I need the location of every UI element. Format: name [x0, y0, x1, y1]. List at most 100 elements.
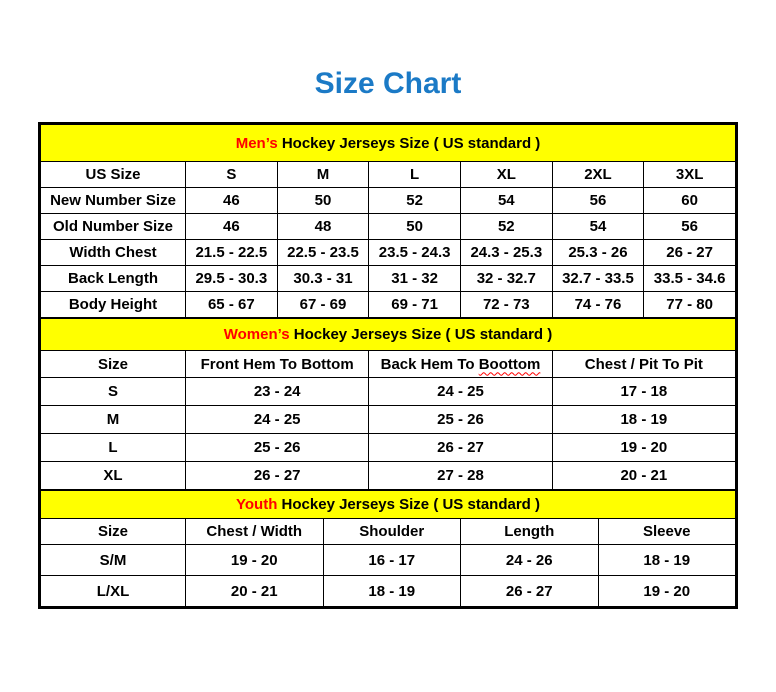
row-label: Back Length	[40, 265, 186, 292]
table-row: M 24 - 25 25 - 26 18 - 19	[40, 405, 737, 434]
value-cell: 31 - 32	[368, 265, 461, 292]
row-label: S/M	[40, 544, 186, 576]
value-cell: 50	[276, 187, 370, 214]
value-cell: 52	[459, 213, 553, 240]
value-cell: 19 - 20	[185, 544, 324, 576]
value-cell: 77 - 80	[643, 291, 736, 318]
value-cell: 72 - 73	[459, 291, 553, 318]
column-header: US Size	[40, 161, 186, 188]
row-label: S	[40, 377, 186, 406]
value-cell: 25 - 26	[184, 433, 370, 462]
value-cell: 18 - 19	[551, 405, 737, 434]
value-cell: 32 - 32.7	[459, 265, 553, 292]
value-cell: 25 - 26	[368, 405, 553, 434]
youth-section-title-rest: Hockey Jerseys Size ( US standard )	[277, 496, 540, 513]
column-header: Sleeve	[597, 518, 736, 545]
page-title: Size Chart	[314, 67, 462, 100]
value-cell: 52	[368, 187, 461, 214]
womens-section-highlight: Women’s	[223, 326, 290, 343]
column-header: Length	[460, 518, 599, 545]
column-header: Back Hem To Boottom	[368, 350, 553, 378]
value-cell: 60	[643, 187, 736, 214]
value-cell: 20 - 21	[551, 461, 737, 490]
size-chart-table: Men’s Hockey Jerseys Size ( US standard …	[38, 122, 738, 609]
value-cell: 29.5 - 30.3	[185, 265, 278, 292]
value-cell: 74 - 76	[551, 291, 645, 318]
value-cell: 24 - 25	[368, 377, 553, 406]
mens-section-header: Men’s Hockey Jerseys Size ( US standard …	[40, 124, 736, 162]
value-cell: 25.3 - 26	[551, 239, 645, 266]
table-row: Width Chest 21.5 - 22.5 22.5 - 23.5 23.5…	[40, 239, 736, 266]
column-header: Front Hem To Bottom	[184, 350, 370, 378]
table-row: Women’s Hockey Jerseys Size ( US standar…	[40, 318, 736, 351]
column-header: 3XL	[643, 161, 736, 188]
row-label: M	[40, 405, 186, 434]
table-row: Back Length 29.5 - 30.3 30.3 - 31 31 - 3…	[40, 265, 736, 292]
value-cell: 54	[459, 187, 553, 214]
value-cell: 26 - 27	[460, 575, 599, 607]
value-cell: 30.3 - 31	[276, 265, 370, 292]
column-header: L	[368, 161, 461, 188]
column-header: 2XL	[551, 161, 645, 188]
table-row: Youth Hockey Jerseys Size ( US standard …	[40, 490, 736, 519]
mens-size-table: Men’s Hockey Jerseys Size ( US standard …	[40, 124, 736, 318]
value-cell: 50	[368, 213, 461, 240]
table-row: New Number Size 46 50 52 54 56 60	[40, 187, 736, 214]
value-cell: 23.5 - 24.3	[368, 239, 461, 266]
value-cell: 27 - 28	[368, 461, 553, 490]
table-row: Men’s Hockey Jerseys Size ( US standard …	[40, 124, 736, 162]
table-row: S 23 - 24 24 - 25 17 - 18	[40, 377, 737, 406]
value-cell: 24 - 25	[184, 405, 370, 434]
womens-section-title-rest: Hockey Jerseys Size ( US standard )	[289, 326, 553, 343]
table-row: Old Number Size 46 48 50 52 54 56	[40, 213, 736, 240]
row-label: Old Number Size	[40, 213, 186, 240]
table-header-row: Size Front Hem To Bottom Back Hem To Boo…	[40, 350, 737, 378]
column-header: Size	[40, 518, 186, 545]
value-cell: 56	[551, 187, 645, 214]
column-header: S	[185, 161, 278, 188]
value-cell: 21.5 - 22.5	[185, 239, 278, 266]
value-cell: 22.5 - 23.5	[276, 239, 370, 266]
value-cell: 19 - 20	[551, 433, 737, 462]
row-label: New Number Size	[40, 187, 186, 214]
value-cell: 48	[276, 213, 370, 240]
value-cell: 24.3 - 25.3	[459, 239, 553, 266]
column-header: Chest / Pit To Pit	[551, 350, 737, 378]
column-header: Shoulder	[322, 518, 461, 545]
mens-section-title-rest: Hockey Jerseys Size ( US standard )	[277, 134, 541, 152]
column-header-text: Back Hem To	[380, 355, 475, 373]
value-cell: 33.5 - 34.6	[643, 265, 736, 292]
value-cell: 19 - 20	[597, 575, 736, 607]
youth-size-table: Youth Hockey Jerseys Size ( US standard …	[40, 490, 736, 607]
misspelled-word: Boottom	[478, 355, 541, 373]
column-header: XL	[459, 161, 553, 188]
value-cell: 67 - 69	[276, 291, 370, 318]
table-row: Body Height 65 - 67 67 - 69 69 - 71 72 -…	[40, 291, 736, 318]
value-cell: 23 - 24	[184, 377, 370, 406]
value-cell: 26 - 27	[184, 461, 370, 490]
youth-section-highlight: Youth	[236, 496, 278, 513]
value-cell: 46	[185, 187, 278, 214]
row-label: Body Height	[40, 291, 186, 318]
value-cell: 65 - 67	[185, 291, 278, 318]
womens-size-table: Women’s Hockey Jerseys Size ( US standar…	[40, 318, 737, 490]
value-cell: 26 - 27	[643, 239, 736, 266]
value-cell: 24 - 26	[460, 544, 599, 576]
table-row: XL 26 - 27 27 - 28 20 - 21	[40, 461, 737, 490]
mens-section-highlight: Men’s	[235, 134, 278, 152]
table-row: L/XL 20 - 21 18 - 19 26 - 27 19 - 20	[40, 575, 736, 607]
row-label: L	[40, 433, 186, 462]
value-cell: 20 - 21	[185, 575, 324, 607]
row-label: Width Chest	[40, 239, 186, 266]
column-header: Chest / Width	[185, 518, 324, 545]
row-label: XL	[40, 461, 186, 490]
table-row: L 25 - 26 26 - 27 19 - 20	[40, 433, 737, 462]
value-cell: 56	[643, 213, 736, 240]
table-row: S/M 19 - 20 16 - 17 24 - 26 18 - 19	[40, 544, 736, 576]
value-cell: 18 - 19	[597, 544, 736, 576]
youth-section-header: Youth Hockey Jerseys Size ( US standard …	[40, 490, 736, 519]
value-cell: 26 - 27	[368, 433, 553, 462]
womens-section-header: Women’s Hockey Jerseys Size ( US standar…	[40, 318, 736, 351]
column-header: Size	[40, 350, 186, 378]
value-cell: 32.7 - 33.5	[551, 265, 645, 292]
